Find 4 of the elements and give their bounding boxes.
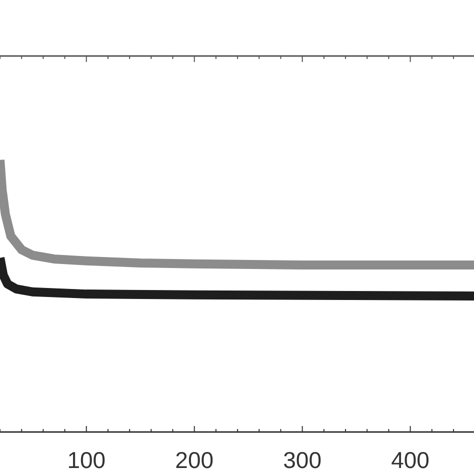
x-tick-label: 300 [283,447,322,473]
x-tick-label: 100 [67,447,106,473]
x-tick-label: 400 [391,447,430,473]
x-tick-label: 200 [175,447,214,473]
